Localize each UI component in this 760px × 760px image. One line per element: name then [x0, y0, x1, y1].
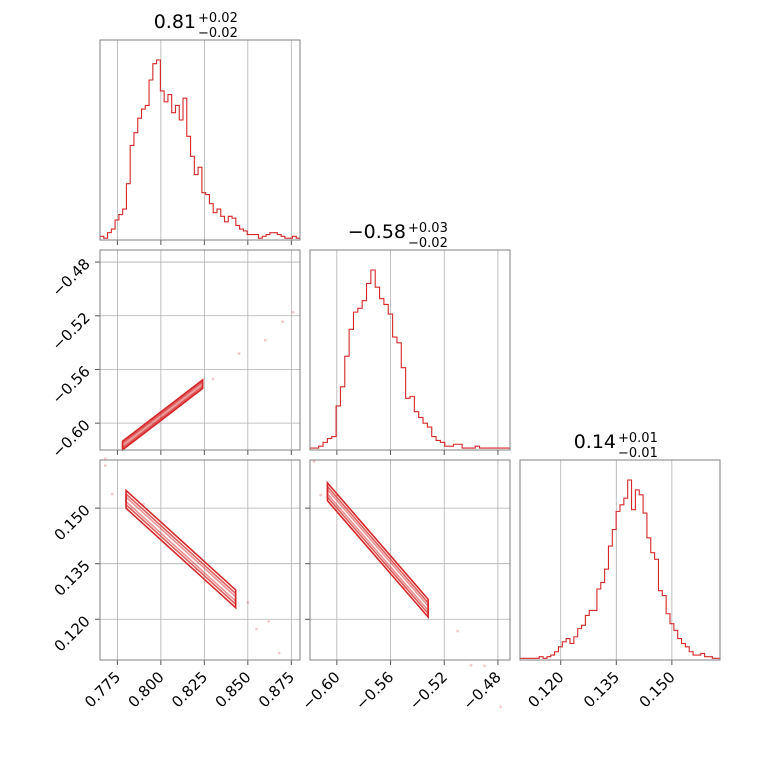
contour-level-2 [121, 381, 204, 449]
contour-level-1 [326, 484, 429, 616]
panel-background [100, 40, 300, 240]
title-upper-error: +0.03 [408, 221, 448, 236]
y-tick-label: −0.56 [48, 362, 93, 407]
scatter-panel-0 [95, 249, 301, 461]
panel-background [100, 460, 300, 660]
contour-level-2 [125, 495, 237, 603]
scatter-point [246, 601, 250, 604]
scatter-point [267, 620, 271, 623]
scatter-point [291, 310, 295, 314]
y-tick-label: 0.135 [51, 557, 94, 600]
scatter-point [281, 320, 285, 324]
hist-panel-0: 0.81 +0.02−0.02 [99, 11, 301, 245]
scatter-point [277, 651, 281, 655]
panel-background [100, 250, 300, 450]
title-lower-error: −0.02 [198, 26, 238, 41]
panel-frame [99, 249, 301, 451]
scatter-point [483, 664, 486, 668]
contour-level-2 [326, 487, 429, 613]
contour-level-1 [125, 492, 237, 606]
histogram-bars [519, 479, 721, 660]
panel-frame [99, 39, 301, 241]
scatter-point [255, 627, 258, 631]
x-tick-label: 0.825 [168, 668, 211, 711]
hist-panel-1: −0.58 +0.03−0.02 [309, 221, 511, 455]
x-tick-label: −0.56 [352, 668, 397, 713]
scatter-point [263, 338, 267, 342]
title-value: 0.81 [154, 11, 196, 33]
panel-background [310, 460, 510, 660]
x-tick-label: 0.150 [636, 668, 679, 711]
x-tick-label: −0.48 [460, 668, 505, 713]
panel-background [520, 460, 720, 660]
panel-frame [99, 459, 301, 661]
scatter-point [103, 464, 107, 468]
scatter-point [103, 457, 107, 461]
scatter-point [499, 705, 502, 709]
x-tick-label: 0.875 [255, 668, 298, 711]
panel-frame [519, 459, 721, 661]
x-tick-label: 0.135 [580, 668, 623, 711]
title-value: −0.58 [348, 221, 406, 243]
contour-level-0 [326, 480, 429, 620]
hist-panel-2: 0.14 +0.01−0.01 [519, 431, 721, 665]
x-tick-label: 0.120 [524, 668, 567, 711]
scatter-point [211, 377, 215, 381]
scatter-point [319, 493, 323, 497]
title-upper-error: +0.01 [618, 431, 658, 446]
y-tick-label: −0.48 [48, 255, 93, 300]
title-lower-error: −0.01 [618, 446, 658, 461]
contour-level-1 [121, 380, 204, 450]
scatter-point [312, 460, 316, 463]
x-tick-label: −0.60 [298, 668, 343, 713]
scatter-panel-2 [305, 459, 511, 709]
title-upper-error: +0.02 [198, 11, 238, 26]
scatter-point [237, 352, 241, 355]
panel-frame [309, 249, 511, 451]
histogram-bars [309, 269, 511, 450]
y-tick-label: −0.52 [48, 309, 93, 354]
y-tick-label: −0.60 [48, 416, 93, 461]
scatter-point [469, 663, 473, 667]
y-tick-label: 0.120 [51, 612, 94, 655]
x-tick-label: 0.850 [212, 668, 255, 711]
x-tick-label: 0.800 [125, 668, 168, 711]
contour-level-0 [125, 488, 237, 610]
scatter-panel-1 [95, 459, 301, 665]
histogram-bars [99, 59, 301, 240]
title-value: 0.14 [574, 431, 616, 453]
contour-level-0 [121, 378, 204, 452]
x-tick-label: −0.52 [406, 668, 451, 713]
title-lower-error: −0.02 [408, 236, 448, 251]
x-tick-label: 0.775 [81, 668, 124, 711]
panel-background [310, 250, 510, 450]
y-tick-label: 0.150 [51, 501, 94, 544]
scatter-point [456, 629, 460, 633]
panel-frame [309, 459, 511, 661]
scatter-point [110, 492, 114, 496]
